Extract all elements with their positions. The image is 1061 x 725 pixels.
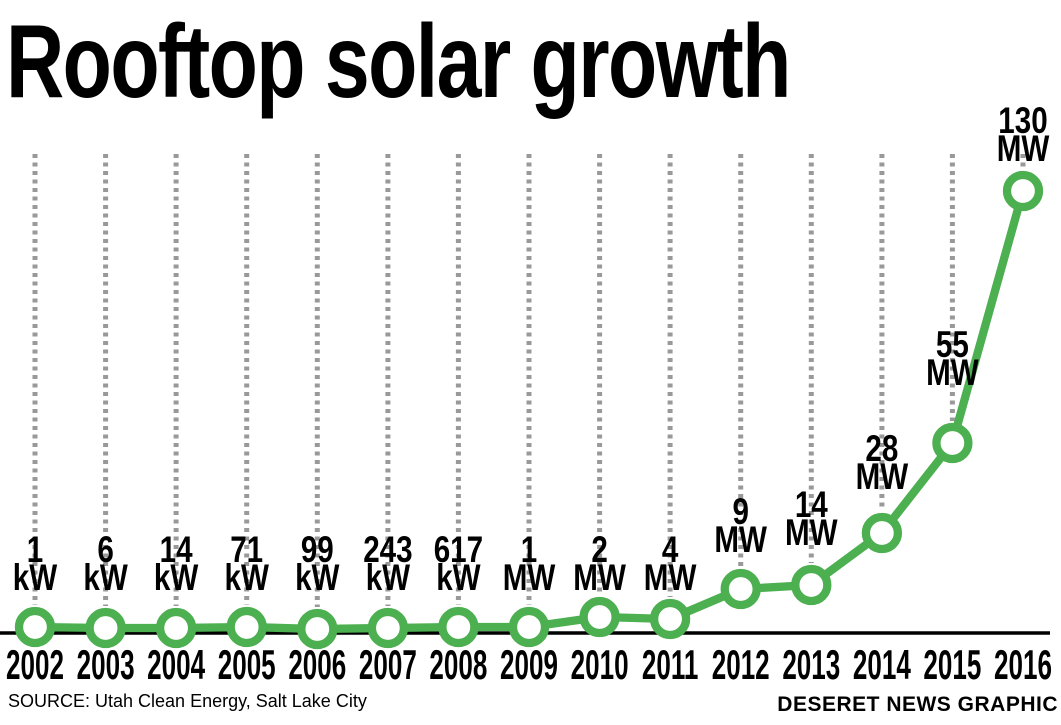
svg-text:kW: kW	[225, 558, 270, 599]
svg-text:2010: 2010	[571, 642, 629, 689]
svg-text:MW: MW	[503, 558, 556, 599]
svg-text:2005: 2005	[218, 642, 276, 689]
svg-text:2004: 2004	[147, 642, 205, 689]
svg-text:MW: MW	[785, 513, 838, 554]
svg-text:kW: kW	[366, 558, 411, 599]
svg-text:2013: 2013	[782, 642, 840, 689]
svg-text:MW: MW	[573, 558, 626, 599]
svg-text:MW: MW	[714, 520, 767, 561]
svg-text:2016: 2016	[994, 642, 1052, 689]
svg-text:2015: 2015	[923, 642, 981, 689]
svg-text:2007: 2007	[359, 642, 417, 689]
svg-text:MW: MW	[997, 129, 1050, 170]
svg-text:MW: MW	[926, 353, 979, 394]
svg-text:2008: 2008	[429, 642, 487, 689]
svg-text:2003: 2003	[77, 642, 135, 689]
svg-text:2009: 2009	[500, 642, 558, 689]
svg-text:2002: 2002	[6, 642, 64, 689]
svg-text:kW: kW	[295, 558, 340, 599]
svg-text:kW: kW	[154, 558, 199, 599]
svg-text:2011: 2011	[642, 642, 698, 689]
svg-text:kW: kW	[13, 558, 58, 599]
svg-text:MW: MW	[856, 457, 909, 498]
svg-text:2006: 2006	[288, 642, 346, 689]
svg-text:MW: MW	[644, 558, 697, 599]
svg-text:kW: kW	[83, 558, 128, 599]
svg-text:kW: kW	[436, 558, 481, 599]
svg-text:2012: 2012	[712, 642, 770, 689]
svg-text:2014: 2014	[853, 642, 911, 689]
